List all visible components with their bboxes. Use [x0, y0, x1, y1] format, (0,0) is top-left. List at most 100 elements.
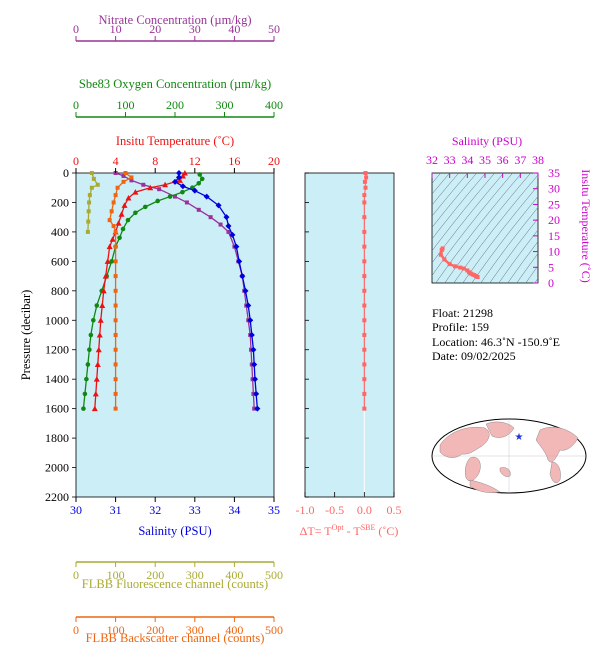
- temperature-point: [93, 376, 100, 382]
- salinity-tick-label: 32: [149, 503, 161, 517]
- oxygen-point: [199, 176, 205, 182]
- salinity-point: [223, 214, 230, 221]
- fluorescence-tick-label: 400: [225, 568, 243, 582]
- backscatter-tick-label: 500: [265, 623, 283, 637]
- main-axes-group: 0200400600800100012001400160018002000220…: [45, 13, 283, 645]
- temperature-tick-label: 12: [189, 154, 201, 168]
- oxygen-point: [196, 181, 202, 186]
- backscatter-tick-label: 200: [146, 623, 164, 637]
- nitrate-point: [226, 229, 231, 234]
- salinity-profile-line: [173, 173, 259, 409]
- density-contour: [462, 185, 538, 283]
- salinity-tick-label: 34: [228, 503, 240, 517]
- ts-x-tick-label: 33: [444, 153, 456, 167]
- pressure-tick-label: 1600: [45, 402, 69, 416]
- temperature-point: [104, 258, 111, 264]
- delta-series-group: [362, 171, 369, 411]
- delta-point: [364, 175, 369, 180]
- ts-point: [447, 262, 452, 267]
- fluorescence-point: [86, 209, 91, 214]
- map-land: [439, 421, 579, 493]
- float-id: Float: 21298: [432, 306, 493, 320]
- salinity-point: [236, 258, 243, 265]
- salinity-tick-label: 33: [189, 503, 201, 517]
- salinity-point: [175, 170, 182, 176]
- backscatter-point: [113, 406, 118, 411]
- temperature-point: [176, 177, 183, 183]
- oxygen-point: [167, 194, 173, 199]
- salinity-point: [233, 243, 240, 250]
- ts-title: Salinity (PSU): [452, 134, 522, 148]
- temperature-tick-label: 4: [113, 154, 119, 168]
- profile-date: Date: 09/02/2025: [432, 349, 516, 363]
- temperature-tick-label: 16: [228, 154, 240, 168]
- oxygen-point: [143, 204, 148, 210]
- fluorescence-tick-label: 0: [73, 568, 79, 582]
- temperature-point: [102, 273, 109, 279]
- oxygen-point: [85, 362, 91, 367]
- pressure-tick-label: 800: [51, 284, 69, 298]
- ts-point: [475, 275, 480, 280]
- backscatter-axis-label: FLBB Backscatter channel (counts): [86, 631, 265, 645]
- backscatter-point: [111, 200, 116, 205]
- backscatter-point: [115, 185, 120, 190]
- salinity-point: [179, 183, 186, 190]
- float-position-marker: ★: [515, 432, 524, 443]
- salinity-point: [175, 174, 182, 181]
- backscatter-point: [113, 333, 118, 337]
- nitrate-point: [173, 194, 177, 199]
- backscatter-tick-label: 100: [107, 623, 125, 637]
- salinity-point: [251, 376, 258, 383]
- temperature-point: [106, 243, 113, 250]
- backscatter-point: [113, 193, 118, 198]
- nitrate-point: [184, 200, 189, 205]
- temperature-point: [94, 361, 101, 367]
- temperature-axis-label: Insitu Temperature (˚C): [116, 134, 234, 148]
- oxygen-point: [117, 235, 122, 241]
- nitrate-point: [208, 215, 213, 220]
- oxygen-tick-label: 100: [117, 98, 135, 112]
- density-contour: [471, 196, 538, 283]
- delta-point: [362, 406, 367, 411]
- nitrate-tick-label: 0: [73, 22, 79, 36]
- backscatter-point: [113, 347, 118, 352]
- nitrate-point: [196, 207, 201, 212]
- delta-tick-label: -0.5: [325, 503, 344, 517]
- salinity-point: [203, 193, 210, 200]
- salinity-axis-label: Salinity (PSU): [138, 524, 211, 538]
- density-contour: [507, 241, 538, 283]
- ts-y-tick-label: 35: [548, 166, 560, 180]
- ts-x-tick-label: 34: [461, 153, 473, 167]
- delta-point: [362, 377, 367, 382]
- map-graticule: [432, 419, 586, 493]
- salinity-point: [251, 361, 258, 368]
- pressure-tick-label: 0: [63, 166, 69, 180]
- temperature-point: [147, 184, 154, 191]
- fluorescence-point: [87, 200, 92, 205]
- salinity-point: [250, 346, 257, 353]
- oxygen-point: [120, 226, 126, 232]
- temperature-point: [162, 181, 169, 188]
- delta-point: [362, 303, 367, 308]
- temperature-point: [95, 346, 102, 353]
- temperature-point: [109, 236, 116, 242]
- delta-point: [362, 318, 367, 323]
- fluorescence-point: [89, 171, 94, 175]
- temperature-point: [125, 195, 132, 201]
- backscatter-point: [129, 175, 134, 180]
- delta-point: [363, 171, 368, 175]
- fluorescence-point: [91, 176, 96, 181]
- ts-x-tick-label: 36: [497, 153, 509, 167]
- pressure-tick-label: 400: [51, 225, 69, 239]
- nitrate-tick-label: 50: [268, 22, 280, 36]
- float-info: Float: 21298 Profile: 159 Location: 46.3…: [432, 306, 560, 363]
- fluorescence-tick-label: 200: [146, 568, 164, 582]
- oxygen-point: [197, 172, 203, 177]
- backscatter-point: [111, 224, 116, 229]
- backscatter-point: [113, 274, 118, 279]
- delta-point: [362, 229, 367, 234]
- oxygen-point: [133, 210, 138, 216]
- pressure-tick-label: 1400: [45, 372, 69, 386]
